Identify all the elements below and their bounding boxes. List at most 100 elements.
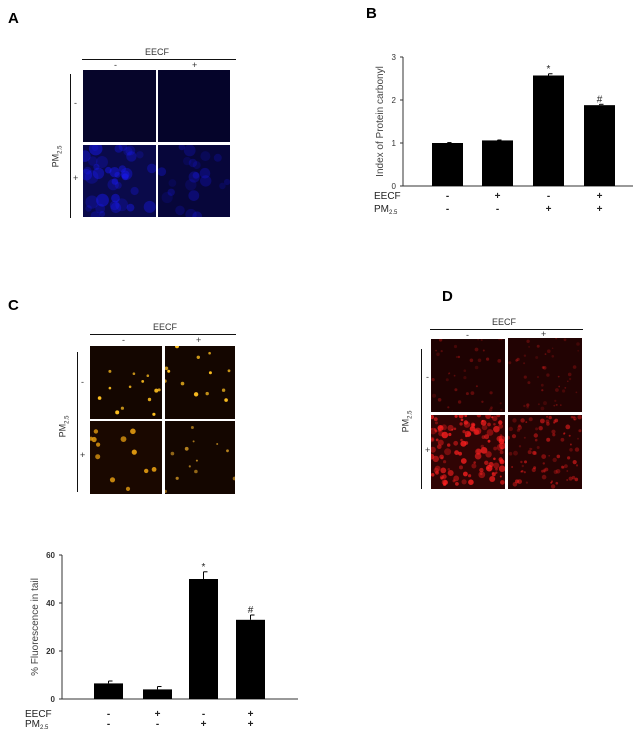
stain-spot (530, 448, 533, 450)
comet-image-control (90, 346, 162, 419)
stain-spot (533, 466, 537, 470)
stain-spot (523, 471, 526, 474)
stain-spot (553, 469, 558, 475)
stain-spot (461, 479, 467, 485)
condition-label-text: PM (25, 719, 40, 730)
comet-nucleus (224, 398, 228, 402)
stain-spot (536, 446, 540, 449)
y-tick-label: 0 (392, 182, 397, 191)
stain-spot (85, 205, 92, 212)
stain-spot (553, 421, 556, 424)
condition-sign: + (248, 709, 254, 720)
stain-spot (508, 451, 513, 456)
stain-spot (476, 448, 482, 454)
stain-spot (491, 416, 494, 419)
stain-spot (525, 481, 528, 484)
condition-label-subscript: 2.5 (389, 210, 398, 216)
stain-spot (572, 460, 577, 465)
stain-spot (175, 205, 185, 216)
stain-spot (443, 460, 447, 464)
stain-spot (555, 469, 561, 474)
micrograph-texture (508, 415, 582, 489)
stain-spot (462, 430, 466, 434)
stain-spot (567, 456, 571, 460)
comet-nucleus (208, 351, 211, 355)
stain-spot (457, 355, 461, 359)
stain-spot (451, 410, 453, 412)
stain-spot (521, 464, 524, 468)
stain-spot (573, 418, 576, 421)
stain-spot (545, 419, 550, 424)
stain-spot (431, 415, 435, 420)
stain-spot (88, 156, 98, 166)
comet-nucleus (193, 392, 199, 397)
stain-spot (448, 372, 451, 374)
condition-sign: - (107, 709, 110, 720)
stain-spot (495, 467, 498, 471)
stain-spot (512, 482, 518, 487)
stain-spot (463, 471, 468, 477)
stain-spot (468, 474, 472, 478)
comet-nucleus (195, 459, 198, 462)
comet-nucleus (144, 468, 149, 474)
stain-spot (83, 166, 92, 175)
condition-label: PM2.5 (25, 719, 49, 731)
stain-spot (527, 450, 532, 455)
stain-spot (438, 429, 441, 433)
stain-spot (496, 443, 504, 451)
comet-nucleus (188, 465, 191, 468)
micrograph-a-eecf (158, 70, 230, 142)
stain-spot (436, 352, 440, 357)
stain-spot (525, 421, 528, 423)
stain-spot (575, 464, 579, 467)
comet-nucleus (192, 440, 195, 443)
comet-nucleus (232, 476, 235, 481)
stain-spot (440, 456, 444, 460)
stain-spot (491, 472, 496, 477)
pm-subscript: 2.5 (407, 410, 414, 419)
comet-nucleus (184, 446, 189, 451)
comet-image-pm-eecf (165, 421, 235, 494)
stain-spot (213, 153, 222, 162)
stain-spot (487, 439, 491, 443)
stain-spot (562, 389, 566, 393)
stain-spot (431, 446, 436, 453)
stain-spot (453, 427, 457, 431)
bar (533, 75, 564, 186)
stain-spot (433, 467, 439, 474)
stain-spot (543, 470, 546, 473)
stain-spot (452, 479, 456, 483)
stain-spot (554, 418, 559, 423)
panel-c-col-sign: + (196, 335, 202, 345)
stain-spot (200, 151, 211, 162)
condition-label-text: PM (374, 204, 389, 215)
panel-c-row-sign: - (81, 377, 84, 387)
stain-spot (540, 406, 545, 411)
stain-spot (508, 426, 513, 432)
stain-spot (564, 464, 568, 468)
stain-spot (440, 467, 447, 474)
significance-marker: # (597, 94, 603, 105)
comet-nucleus (96, 442, 101, 447)
panel-a-eecf-header: EECF (145, 47, 170, 57)
stain-spot (574, 447, 580, 452)
stain-spot (110, 202, 122, 214)
stain-spot (499, 459, 504, 464)
stain-spot (554, 399, 557, 402)
stain-spot (474, 347, 479, 352)
stain-spot (544, 467, 549, 472)
stain-spot (459, 422, 463, 426)
stain-spot (143, 200, 156, 213)
stain-spot (477, 358, 482, 363)
stain-spot (431, 438, 434, 441)
panel-a-row-sign: - (74, 98, 77, 108)
stain-spot (158, 167, 167, 176)
stain-spot (482, 349, 485, 352)
comet-nucleus (175, 476, 179, 480)
stain-spot (523, 436, 526, 439)
stain-spot (458, 415, 464, 419)
condition-sign: + (201, 719, 207, 730)
stain-spot (439, 425, 443, 429)
stain-spot (441, 431, 449, 439)
stain-spot (555, 388, 559, 392)
